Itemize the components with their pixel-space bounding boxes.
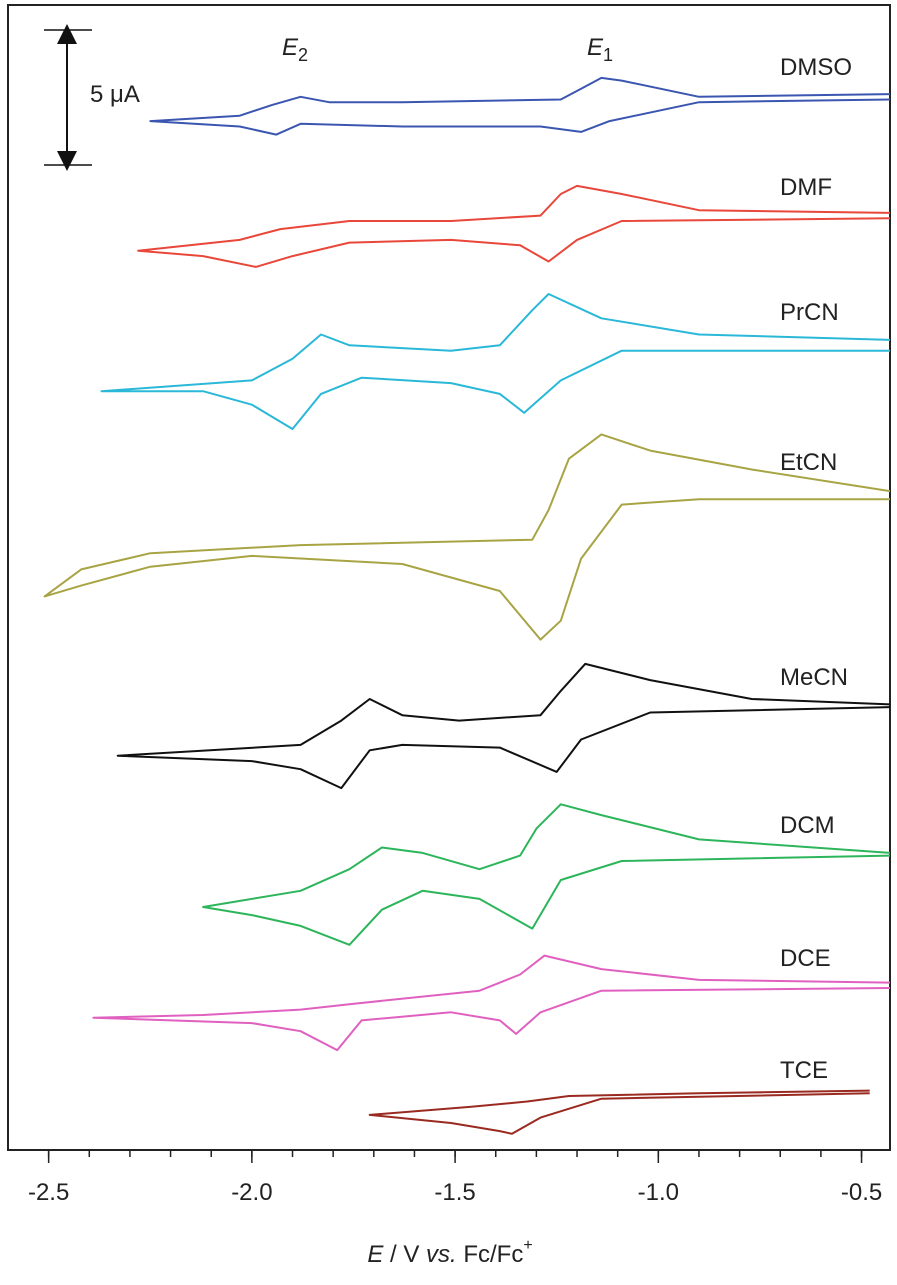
cv-curve — [202, 803, 891, 946]
x-label-part: + — [523, 1237, 532, 1254]
plot-frame — [7, 4, 891, 1151]
x-label-part: Fc/Fc — [457, 1241, 524, 1268]
x-tick-label: -1.0 — [638, 1179, 679, 1206]
series-label: DMSO — [780, 54, 852, 81]
annotation-text: E — [282, 34, 299, 61]
annotation-sub: 2 — [298, 45, 308, 65]
series-label: EtCN — [780, 449, 837, 476]
cv-curve — [368, 1089, 870, 1135]
x-label-part: E — [367, 1241, 384, 1268]
x-tick-label: -1.5 — [434, 1179, 475, 1206]
x-tick-label: -2.0 — [231, 1179, 272, 1206]
cv-curve — [43, 433, 891, 641]
series-label: TCE — [780, 1057, 828, 1084]
series-label: DCE — [780, 945, 831, 972]
series-label: DMF — [780, 174, 832, 201]
x-tick-label: -0.5 — [841, 1179, 882, 1206]
annotation-sub: 1 — [603, 45, 613, 65]
cv-curve — [137, 184, 891, 268]
series-label: PrCN — [780, 299, 839, 326]
cv-curve — [100, 293, 891, 430]
series-label: DCM — [780, 812, 835, 839]
x-label-part: / V — [383, 1241, 426, 1268]
annotation: E2 — [282, 34, 308, 65]
annotation-text: E — [587, 34, 604, 61]
x-tick-label: -2.5 — [28, 1179, 69, 1206]
annotation: E1 — [587, 34, 613, 65]
scale-bar-label: 5 μA — [90, 81, 140, 108]
cv-curve — [149, 76, 891, 136]
x-axis-label: E / V vs. Fc/Fc+ — [367, 1237, 532, 1268]
x-label-part: vs. — [426, 1241, 457, 1268]
cv-curve — [92, 954, 891, 1052]
cv-curve — [116, 662, 891, 790]
series-label: MeCN — [780, 664, 848, 691]
